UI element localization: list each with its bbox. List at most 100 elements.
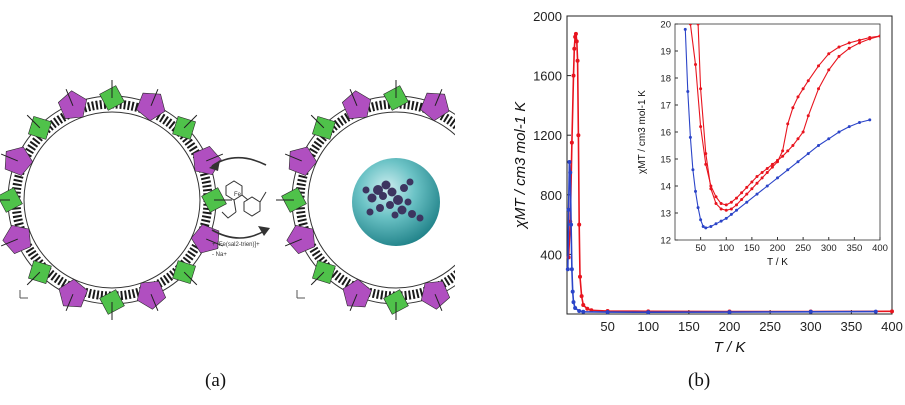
inset-series-group xyxy=(683,24,880,230)
y-tick-label: 1200 xyxy=(533,128,562,143)
inset-data-point xyxy=(786,122,790,126)
inset-data-point xyxy=(750,187,754,191)
inset-data-point xyxy=(724,208,728,212)
inset-data-point xyxy=(755,181,759,185)
inset-data-point xyxy=(719,207,723,211)
inset-data-point xyxy=(729,200,733,204)
inset-data-point xyxy=(745,192,749,196)
main-data-point xyxy=(646,310,651,315)
main-plot: 50 100 150 200 250 300 350 400 400 800 1200 1600 200… xyxy=(512,9,903,356)
inset-y-tick-label: 12 xyxy=(660,236,671,247)
inset-data-point xyxy=(776,160,779,164)
inset-data-point xyxy=(704,226,708,230)
x-tick-label: 250 xyxy=(759,319,781,334)
inset-data-point xyxy=(699,87,703,91)
green-polyhedron xyxy=(0,187,23,213)
main-data-point xyxy=(569,267,574,272)
inset-data-point xyxy=(806,79,810,83)
inset-y-tick-label: 14 xyxy=(660,182,671,193)
caption-b: (b) xyxy=(688,370,711,391)
inset-data-point xyxy=(683,27,687,31)
caption-a: (a) xyxy=(205,370,227,391)
x-tick-label: 150 xyxy=(678,319,700,334)
inset-x-tick-label: 350 xyxy=(846,243,862,254)
framework-spike xyxy=(310,114,325,129)
inset-data-point xyxy=(724,203,728,207)
inset-data-point xyxy=(714,195,718,199)
purple-polyhedron xyxy=(420,92,450,122)
svg-text:Fe: Fe xyxy=(234,192,242,198)
scheme-panel: Fe + [Fe(sal2-trien)]+ - Na+ (a) xyxy=(0,0,516,400)
inset-data-point xyxy=(781,154,785,158)
main-data-point xyxy=(890,309,894,314)
main-data-point xyxy=(579,294,584,299)
framework-spike xyxy=(206,238,224,247)
guest-sphere xyxy=(352,158,440,246)
inset-data-point xyxy=(755,175,759,179)
inset-y-tick-label: 16 xyxy=(660,128,671,139)
main-data-point xyxy=(727,310,732,315)
inset-data-point xyxy=(770,165,774,169)
main-data-point xyxy=(605,310,610,315)
inset-data-point xyxy=(735,203,738,207)
inset-data-point xyxy=(696,24,700,26)
main-data-point xyxy=(571,73,576,78)
main-data-point xyxy=(576,133,581,138)
inset-data-point xyxy=(837,130,841,134)
y-tick-label: 2000 xyxy=(533,9,562,24)
inset-x-tick-label: 50 xyxy=(695,243,706,254)
inset-data-point xyxy=(776,176,779,180)
inset-data-point xyxy=(868,36,872,39)
inset-x-tick-label: 100 xyxy=(718,243,734,254)
inset-data-point xyxy=(701,225,705,228)
framework-spike xyxy=(0,153,18,162)
inset-data-point xyxy=(694,189,697,193)
inset-series-line-2 xyxy=(684,29,870,229)
inset-data-point xyxy=(724,216,728,220)
main-data-point xyxy=(566,207,571,212)
main-data-point xyxy=(578,274,582,279)
scheme-legend-1: + [Fe(sal2-trien)]+ xyxy=(212,242,260,248)
main-data-point xyxy=(574,39,579,44)
x-tick-label: 400 xyxy=(881,319,903,334)
inset-data-point xyxy=(745,185,749,189)
inset-data-point xyxy=(817,64,820,68)
chart-panel: 50 100 150 200 250 300 350 400 400 800 1200 1600 200… xyxy=(455,0,905,400)
inset-data-point xyxy=(878,34,880,38)
y-axis-label: χMT / cm3 mol-1 K xyxy=(512,101,529,231)
x-tick-label: 350 xyxy=(841,319,863,334)
purple-polyhedron xyxy=(288,146,318,176)
inset-data-point xyxy=(806,152,810,156)
framework-spike xyxy=(284,238,302,247)
inset-data-point xyxy=(745,200,749,204)
main-data-point xyxy=(585,306,590,311)
inset-data-point xyxy=(714,222,718,226)
inset-data-point xyxy=(765,184,769,188)
inset-data-point xyxy=(791,144,795,147)
inset-data-point xyxy=(694,63,697,66)
inset-data-point xyxy=(837,45,841,49)
exchange-arrows xyxy=(209,156,270,239)
inset-data-point xyxy=(837,54,841,58)
framework-spike xyxy=(26,114,41,129)
main-data-point xyxy=(873,309,878,314)
inset-data-point xyxy=(688,24,692,26)
inset-data-point xyxy=(796,95,800,99)
inset-data-point xyxy=(729,212,733,216)
framework-ring-left xyxy=(0,80,232,320)
x-tick-label: 300 xyxy=(800,319,822,334)
inset-data-point xyxy=(740,198,744,201)
framework-spike xyxy=(349,88,358,106)
inset-data-point xyxy=(765,171,769,174)
inset-x-tick-label: 250 xyxy=(795,243,811,254)
inset-data-point xyxy=(801,87,805,91)
inset-plot: 50 100 150 200 250 300 350 400 12 13 14 15 16 17 18 19 2… xyxy=(629,18,888,272)
framework-inner-edge xyxy=(23,111,201,289)
inset-x-tick-label: 200 xyxy=(770,243,786,254)
inset-data-point xyxy=(688,135,692,139)
framework-spike xyxy=(284,153,302,162)
inset-data-point xyxy=(817,144,820,147)
inset-data-point xyxy=(868,118,872,122)
inset-data-point xyxy=(691,168,695,172)
framework-spike xyxy=(183,271,198,286)
